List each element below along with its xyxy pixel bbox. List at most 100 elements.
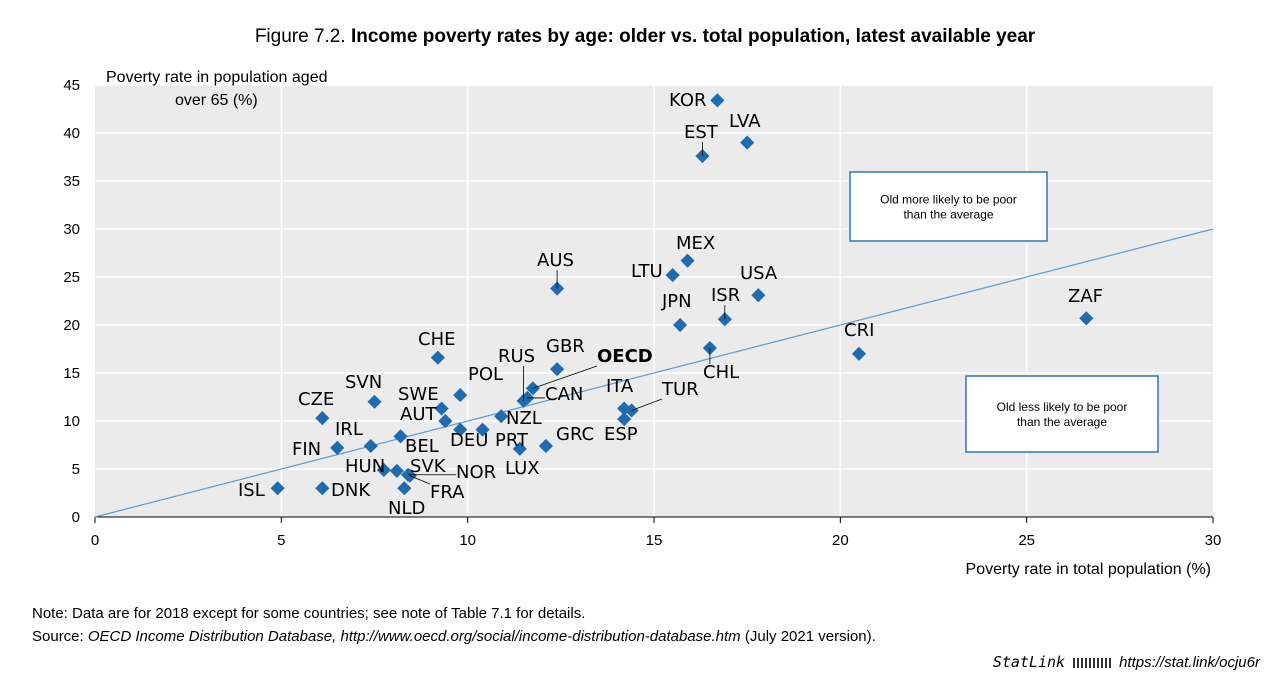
data-label-rus: RUS (498, 346, 535, 367)
data-point-ltu (665, 268, 680, 283)
y-axis-label: Poverty rate in population aged (106, 69, 327, 86)
annotation-text: than the average (1017, 415, 1107, 429)
data-label-cri: CRI (844, 320, 874, 341)
data-label-svn: SVN (345, 372, 382, 393)
leader-line (532, 365, 598, 389)
annotation-text: than the average (903, 208, 993, 222)
data-label-hun: HUN (345, 456, 385, 477)
data-label-aut: AUT (400, 404, 437, 425)
data-label-grc: GRC (556, 424, 594, 445)
data-point-svk (389, 463, 404, 478)
leader-line (631, 398, 663, 411)
data-point-deu (453, 422, 468, 437)
annotation-text: Old less likely to be poor (997, 400, 1128, 414)
data-point-esp (617, 412, 632, 427)
statlink: StatLink https://stat.link/ocju6r (993, 653, 1260, 671)
scatter-chart: 0 5 10 15 20 25 30 0 5 10 15 20 25 30 35 40 45 Poverty ra… (63, 69, 1221, 578)
source-link[interactable]: OECD Income Distribution Database, http:… (87, 628, 741, 645)
data-label-isr: ISR (711, 285, 740, 306)
data-point-irl (363, 438, 378, 454)
source-text: Source: OECD Income Distribution Databas… (32, 628, 876, 645)
data-point-nzl (494, 409, 509, 424)
data-label-pol: POL (468, 364, 503, 385)
y-axis-label: over 65 (%) (175, 92, 258, 109)
data-label-fin: FIN (292, 439, 321, 460)
data-label-esp: ESP (604, 424, 638, 445)
data-point-lux (512, 441, 527, 456)
data-point-gbr (550, 362, 565, 377)
statlink-label: StatLink (992, 653, 1066, 671)
y-tick-label: 0 (72, 509, 80, 526)
x-tick-label: 20 (832, 532, 849, 549)
x-tick-label: 25 (1018, 532, 1035, 549)
annotation-box (965, 375, 1159, 453)
data-point-svn (367, 394, 382, 409)
source-label: Source: (32, 628, 88, 645)
chart-title: Figure 7.2. Income poverty rates by age:… (0, 26, 1280, 48)
y-tick-label: 10 (63, 413, 80, 430)
statlink-url[interactable]: https://stat.link/ocju6r (1119, 654, 1260, 671)
data-label-bel: BEL (405, 436, 439, 457)
annotation-text: Old more likely to be poor (880, 193, 1017, 207)
data-label-kor: KOR (669, 90, 707, 111)
data-label-irl: IRL (335, 419, 363, 440)
data-label-jpn: JPN (661, 291, 692, 312)
source-suffix: (July 2021 version). (740, 628, 876, 645)
data-point-che (430, 350, 445, 365)
data-point-jpn (673, 317, 688, 333)
leader-line (409, 475, 431, 485)
data-point-swe (434, 401, 449, 416)
data-point-grc (538, 438, 553, 454)
data-label-nld: NLD (388, 498, 425, 519)
x-axis-label: Poverty rate in total population (%) (966, 561, 1211, 578)
data-label-oecd: OECD (597, 346, 653, 367)
data-point-isl (270, 481, 285, 496)
data-label-svk: SVK (410, 456, 447, 477)
y-tick-label: 30 (63, 221, 80, 238)
data-label-can: CAN (545, 384, 583, 405)
data-label-isl: ISL (238, 480, 265, 501)
figure-number: Figure 7.2. (254, 26, 346, 47)
data-point-cze (315, 411, 330, 426)
note-text: Note: Data are for 2018 except for some … (32, 605, 586, 622)
data-label-dnk: DNK (331, 480, 371, 501)
y-tick-label: 25 (63, 269, 80, 286)
data-label-tur: TUR (661, 379, 699, 400)
figure-title: Income poverty rates by age: older vs. t… (350, 26, 1036, 47)
data-label-gbr: GBR (546, 336, 585, 357)
data-point-hun (376, 462, 391, 478)
data-point-usa (751, 288, 766, 303)
data-label-lva: LVA (729, 111, 761, 132)
x-tick-label: 10 (459, 532, 476, 549)
data-label-nzl: NZL (506, 408, 542, 429)
data-label-prt: PRT (495, 430, 529, 451)
data-label-est: EST (684, 122, 719, 143)
data-point-aut (438, 413, 453, 429)
data-point-bel (393, 429, 408, 444)
data-label-ltu: LTU (631, 261, 663, 282)
y-tick-label: 35 (63, 173, 80, 190)
y-tick-label: 15 (63, 365, 80, 382)
x-tick-label: 0 (91, 532, 99, 549)
data-label-deu: DEU (450, 430, 488, 451)
data-label-fra: FRA (430, 482, 465, 503)
data-point-nld (397, 481, 412, 496)
data-point-lva (740, 135, 755, 150)
data-label-ita: ITA (606, 376, 634, 397)
data-point-zaf (1079, 311, 1094, 326)
data-label-lux: LUX (505, 458, 540, 479)
x-tick-label: 15 (646, 532, 663, 549)
data-label-swe: SWE (398, 384, 439, 405)
y-tick-label: 20 (63, 317, 80, 334)
data-label-usa: USA (740, 263, 778, 284)
data-label-aus: AUS (537, 250, 574, 271)
data-label-cze: CZE (298, 389, 334, 410)
statlink-logo-icon (1073, 658, 1114, 669)
reference-line (94, 228, 1214, 518)
y-tick-label: 45 (63, 77, 80, 94)
data-label-mex: MEX (676, 233, 715, 254)
data-point-dnk (315, 481, 330, 496)
data-label-che: CHE (418, 329, 455, 350)
y-tick-label: 40 (63, 125, 80, 142)
data-label-nor: NOR (456, 462, 496, 483)
